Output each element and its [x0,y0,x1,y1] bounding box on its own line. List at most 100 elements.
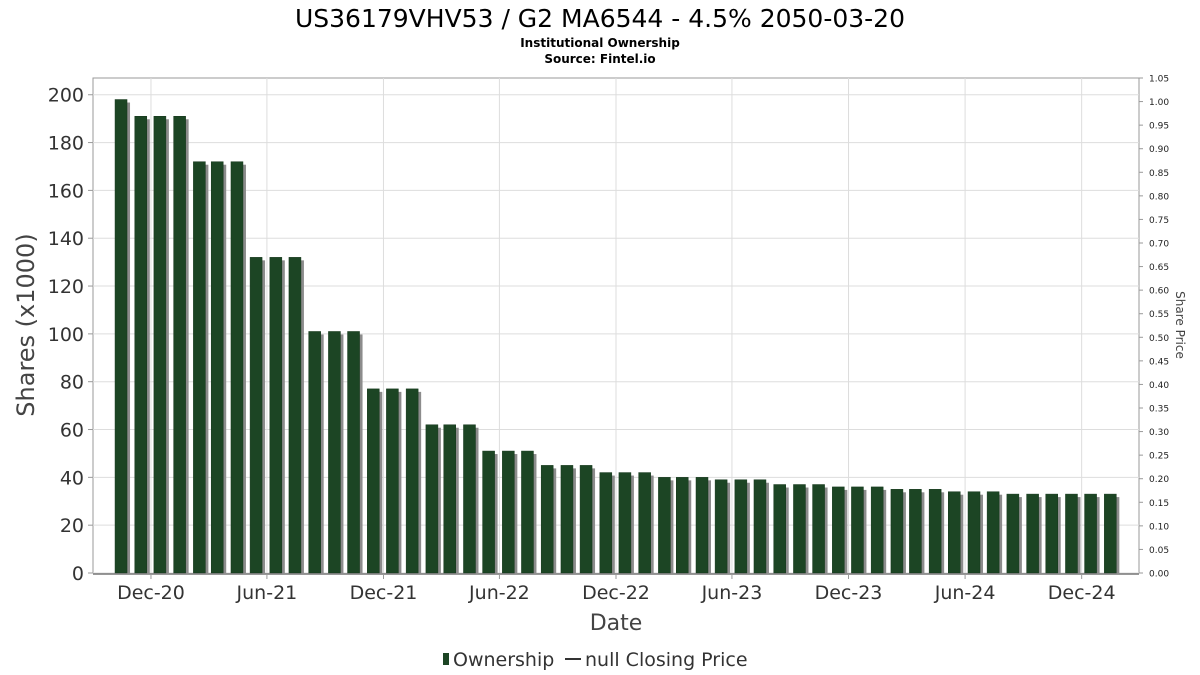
x-tick-label: Dec-20 [117,582,185,604]
ownership-bar [443,424,456,574]
ownership-bar [986,491,1000,574]
legend-price-label: null Closing Price [585,649,748,671]
ownership-bar [832,486,845,574]
y2-tick-label: 0.60 [1149,287,1169,297]
legend: Ownership null Closing Price [443,649,748,671]
y2-tick-label: 0.35 [1149,405,1169,415]
chart-title: US36179VHV53 / G2 MA6544 - 4.5% 2050-03-… [295,4,905,33]
ownership-bar [753,479,767,574]
x-tick-label: Dec-22 [582,582,650,604]
x-axis-ticks: Dec-20 Jun-21 Dec-21 Jun-22 Dec-22 Jun-23 Dec-… [117,574,1116,604]
ownership-bar [249,257,263,574]
x-tick-label: Jun-21 [236,582,298,604]
chart-subtitle: Institutional Ownership [520,36,680,50]
ownership-bar [773,484,786,574]
ownership-bar [676,477,689,574]
chart-source: Source: Fintel.io [544,52,655,66]
y-tick-label: 40 [60,467,84,489]
bars-group [114,99,1120,574]
ownership-bar [425,424,439,574]
ownership-bar [269,257,283,574]
x-tick-label: Jun-22 [468,582,530,604]
ownership-bar [948,491,961,574]
ownership-bar [967,491,981,574]
ownership-bar [134,116,148,574]
y2-tick-label: 0.70 [1149,240,1169,250]
y2-tick-label: 0.05 [1149,546,1169,556]
ownership-bar [928,489,942,574]
ownership-bar [599,472,613,574]
y-axis-label: Shares (x1000) [12,233,40,416]
ownership-bar [1045,493,1058,574]
ownership-bar [347,331,360,574]
ownership-bar [812,484,825,574]
y2-tick-label: 0.95 [1149,122,1169,132]
legend-ownership-label: Ownership [453,649,554,671]
legend-ownership-swatch [443,653,449,665]
y2-tick-label: 0.65 [1149,263,1169,273]
ownership-bar [308,331,321,574]
ownership-bar [618,472,632,574]
ownership-bar [1065,493,1078,574]
ownership-bar [230,161,244,574]
ownership-bar [658,477,671,574]
y-tick-label: 100 [48,324,84,346]
ownership-bar [890,489,904,574]
y2-tick-label: 0.15 [1149,499,1169,509]
grid-lines [93,78,1139,574]
ownership-bar [560,465,574,574]
y-tick-label: 60 [60,420,84,442]
x-tick-label: Jun-24 [934,582,996,604]
ownership-bar [909,489,922,574]
y-tick-label: 0 [72,563,84,585]
ownership-bar [405,388,419,574]
y2-tick-label: 0.30 [1149,428,1169,438]
y2-tick-label: 1.05 [1149,75,1169,85]
ownership-bar [1006,493,1020,574]
ownership-bar [870,486,884,574]
y2-tick-label: 0.55 [1149,310,1169,320]
x-tick-label: Jun-23 [701,582,763,604]
x-tick-label: Dec-23 [815,582,883,604]
ownership-bar [288,257,302,574]
ownership-bar [540,465,554,574]
y2-axis-label: Share Price [1173,291,1187,359]
y-tick-label: 160 [48,180,84,202]
y-tick-label: 20 [60,515,84,537]
ownership-bar [463,424,476,574]
left-axis-ticks: 0 20 40 60 80 100 120 140 160 180 200 [48,85,93,585]
y2-tick-label: 0.20 [1149,475,1169,485]
ownership-bar [193,161,206,574]
y2-tick-label: 0.25 [1149,452,1169,462]
ownership-bar [638,472,651,574]
y2-tick-label: 0.10 [1149,522,1169,532]
ownership-bar [714,479,728,574]
ownership-bar [695,477,709,574]
y-tick-label: 140 [48,228,84,250]
x-tick-label: Dec-21 [350,582,418,604]
ownership-bar [502,450,515,574]
ownership-bar [1084,493,1097,574]
ownership-bar [367,388,380,574]
ownership-bar [153,116,167,574]
ownership-bar [210,161,224,574]
x-tick-label: Dec-24 [1048,582,1116,604]
y2-tick-label: 0.00 [1149,570,1169,580]
y-tick-label: 180 [48,133,84,155]
y2-tick-label: 0.45 [1149,357,1169,367]
ownership-bar [734,479,748,574]
y2-tick-label: 0.85 [1149,169,1169,179]
ownership-bar [173,116,186,574]
ownership-bar [328,331,341,574]
y2-tick-label: 0.75 [1149,216,1169,226]
y-tick-label: 200 [48,85,84,107]
ownership-bar [521,450,534,574]
y2-tick-label: 0.80 [1149,192,1169,202]
y2-tick-label: 0.90 [1149,145,1169,155]
y-tick-label: 80 [60,372,84,394]
x-axis-label: Date [590,611,643,636]
ownership-bar [579,465,593,574]
y-tick-label: 120 [48,276,84,298]
